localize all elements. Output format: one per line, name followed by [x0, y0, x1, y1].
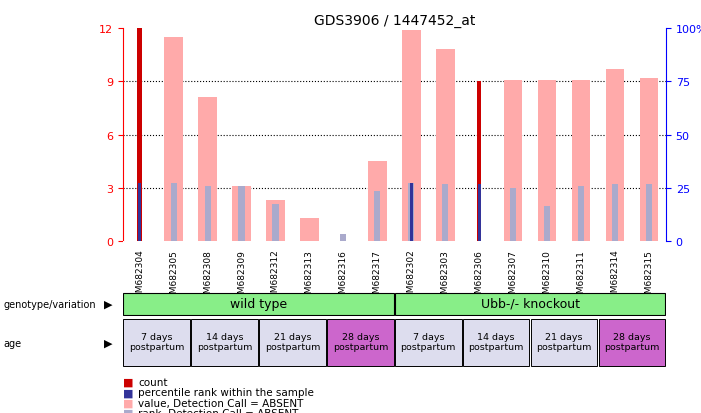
Bar [639, 78, 658, 242]
Bar [170, 183, 177, 242]
Bar [504, 80, 522, 242]
Text: Ubb-/- knockout: Ubb-/- knockout [481, 297, 580, 310]
Bar [538, 80, 557, 242]
Bar [123, 319, 190, 367]
Text: 7 days
postpartum: 7 days postpartum [400, 332, 456, 351]
Bar [409, 183, 413, 242]
Bar [436, 50, 454, 242]
Bar [408, 183, 414, 242]
Text: GSM682304: GSM682304 [135, 249, 144, 304]
Bar [259, 319, 326, 367]
Text: GSM682307: GSM682307 [509, 249, 517, 304]
Text: 28 days
postpartum: 28 days postpartum [333, 332, 388, 351]
Bar [572, 80, 590, 242]
Text: ■: ■ [123, 387, 133, 397]
Text: GSM682308: GSM682308 [203, 249, 212, 304]
Text: ■: ■ [123, 398, 133, 408]
Text: 21 days
postpartum: 21 days postpartum [265, 332, 320, 351]
Bar [198, 98, 217, 242]
Text: GSM682306: GSM682306 [475, 249, 484, 304]
Text: 7 days
postpartum: 7 days postpartum [129, 332, 184, 351]
Bar [368, 162, 387, 242]
Bar [238, 187, 245, 242]
Text: GSM682302: GSM682302 [407, 249, 416, 304]
Text: GSM682305: GSM682305 [169, 249, 178, 304]
Text: ▶: ▶ [104, 299, 112, 309]
Bar [232, 187, 251, 242]
Text: GSM682311: GSM682311 [576, 249, 585, 304]
Text: percentile rank within the sample: percentile rank within the sample [138, 387, 314, 397]
Bar [510, 188, 516, 242]
Bar [442, 185, 449, 242]
Bar [578, 187, 584, 242]
Bar [599, 319, 665, 367]
Bar [300, 218, 319, 242]
Text: GSM682317: GSM682317 [373, 249, 382, 304]
Bar [123, 293, 394, 315]
Text: ■: ■ [123, 377, 133, 387]
Bar [374, 192, 381, 242]
Bar [138, 183, 142, 242]
Bar [463, 319, 529, 367]
Text: 21 days
postpartum: 21 days postpartum [536, 332, 592, 351]
Text: genotype/variation: genotype/variation [4, 299, 96, 309]
Bar [340, 235, 346, 242]
Text: count: count [138, 377, 168, 387]
Text: GSM682315: GSM682315 [644, 249, 653, 304]
Bar [402, 31, 421, 242]
Bar [205, 187, 210, 242]
Bar [531, 319, 597, 367]
Text: 14 days
postpartum: 14 days postpartum [197, 332, 252, 351]
Text: 28 days
postpartum: 28 days postpartum [604, 332, 660, 351]
Bar [327, 319, 394, 367]
Text: GSM682310: GSM682310 [543, 249, 552, 304]
Bar [477, 185, 481, 242]
Bar [544, 206, 550, 242]
Bar [191, 319, 258, 367]
Title: GDS3906 / 1447452_at: GDS3906 / 1447452_at [313, 14, 475, 28]
Bar [266, 201, 285, 242]
Text: GSM682312: GSM682312 [271, 249, 280, 304]
Text: GSM682309: GSM682309 [237, 249, 246, 304]
Bar [606, 70, 625, 242]
Bar [137, 29, 142, 242]
Text: value, Detection Call = ABSENT: value, Detection Call = ABSENT [138, 398, 304, 408]
Text: 14 days
postpartum: 14 days postpartum [468, 332, 524, 351]
Bar [612, 185, 618, 242]
Text: GSM682314: GSM682314 [611, 249, 620, 304]
Text: age: age [4, 338, 22, 348]
Text: ■: ■ [123, 408, 133, 413]
Text: wild type: wild type [230, 297, 287, 310]
Text: rank, Detection Call = ABSENT: rank, Detection Call = ABSENT [138, 408, 299, 413]
Text: ▶: ▶ [104, 338, 112, 348]
Bar [395, 319, 461, 367]
Bar [164, 38, 183, 242]
Bar [273, 204, 278, 242]
Bar [646, 185, 652, 242]
Bar [477, 82, 482, 242]
Bar [395, 293, 665, 315]
Text: GSM682313: GSM682313 [305, 249, 314, 304]
Text: GSM682303: GSM682303 [441, 249, 450, 304]
Text: GSM682316: GSM682316 [339, 249, 348, 304]
